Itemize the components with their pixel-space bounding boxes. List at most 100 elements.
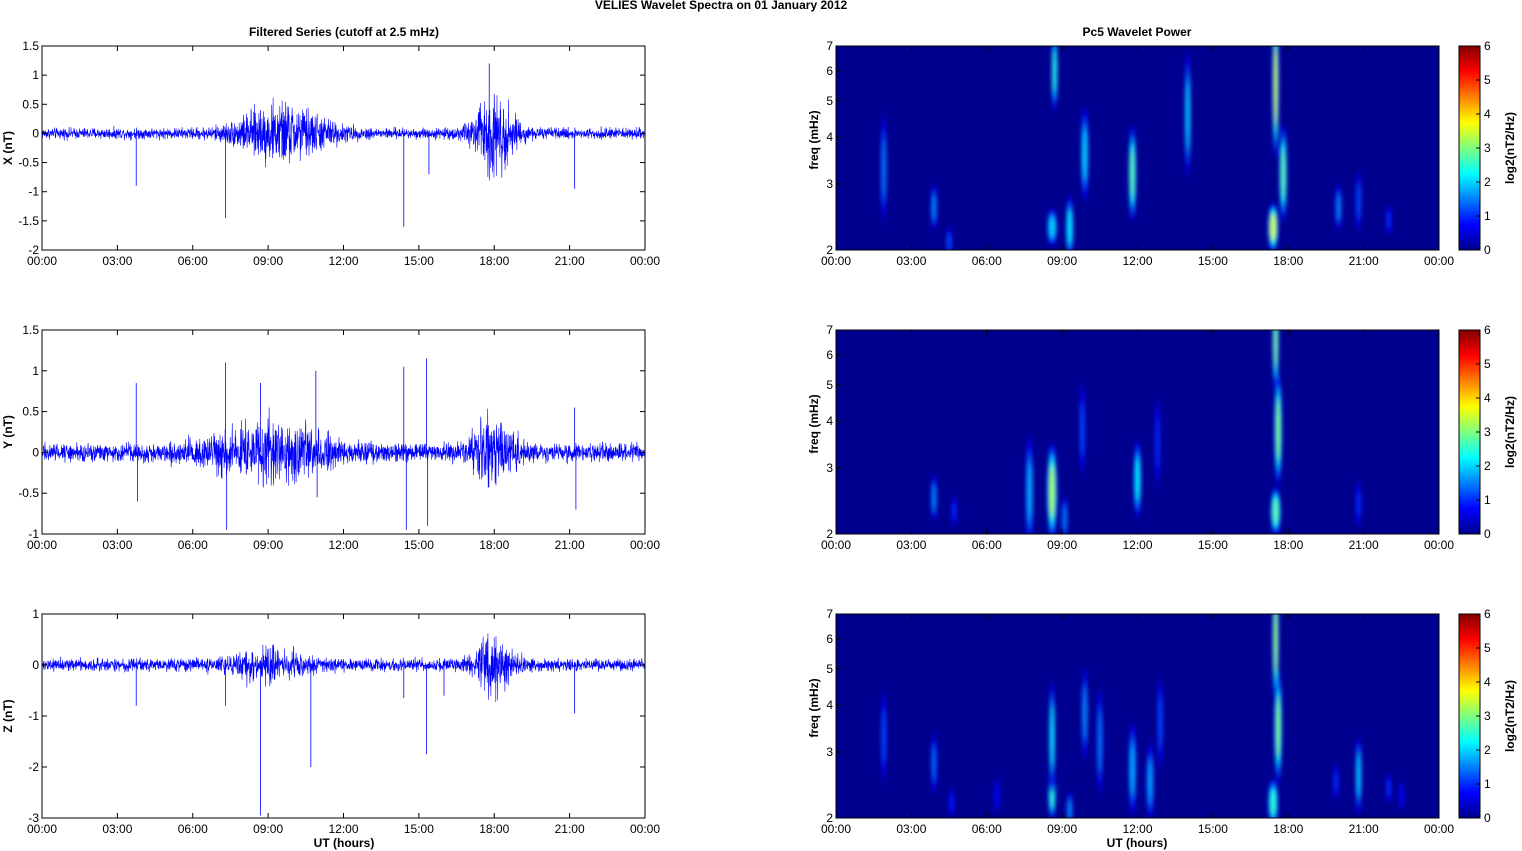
panels-layer: 1.5 1 0.5 0 -0.5 -1 -1.5 -2 X (nT) 00:00 03:00 06:0… <box>1 39 1517 836</box>
series-xtick-label: 15:00 <box>404 254 434 268</box>
colorbar-tick-label: 2 <box>1484 743 1491 757</box>
colorbar-tick-label: 1 <box>1484 777 1491 791</box>
ytick-label: -1.5 <box>18 214 39 228</box>
power-blob <box>1082 128 1087 180</box>
colorbar-label: log2(nT2/Hz) <box>1503 396 1517 468</box>
spectrogram-xtick-label: 18:00 <box>1273 538 1303 552</box>
spectrogram-xtick-label: 21:00 <box>1349 538 1379 552</box>
power-blob <box>1080 404 1084 455</box>
right-column-title: Pc5 Wavelet Power <box>1083 25 1192 39</box>
series-xtick-label: 03:00 <box>102 822 132 836</box>
series-xtick-label: 18:00 <box>479 254 509 268</box>
ytick-label: 1 <box>32 364 39 378</box>
power-blob <box>950 794 954 811</box>
ylabel: freq (mHz) <box>807 110 821 169</box>
ylabel: Z (nT) <box>1 699 15 732</box>
ytick-label: 4 <box>826 130 833 144</box>
ytick-label: 2 <box>826 811 833 825</box>
colorbar-tick-label: 4 <box>1484 391 1491 405</box>
plot-area <box>42 614 645 818</box>
power-blob <box>1156 417 1160 469</box>
spectrogram-xtick-label: 15:00 <box>1198 822 1228 836</box>
power-blob <box>1067 210 1072 245</box>
colorbar-tick-label: 0 <box>1484 811 1491 825</box>
ytick-label: 5 <box>826 662 833 676</box>
colorbar-tick-label: 5 <box>1484 641 1491 655</box>
power-blob <box>932 484 936 511</box>
colorbar-label: log2(nT2/Hz) <box>1503 680 1517 752</box>
colorbar-tick-label: 3 <box>1484 709 1491 723</box>
series-xtick-label: 00:00 <box>27 254 57 268</box>
xlabel-right: UT (hours) <box>1107 836 1168 850</box>
power-blob <box>1336 194 1341 220</box>
spectrogram-xtick-label: 00:00 <box>821 254 851 268</box>
spectrogram-xtick-label: 12:00 <box>1122 822 1152 836</box>
ytick-label: 0.5 <box>22 97 39 111</box>
series-xtick-label: 06:00 <box>178 538 208 552</box>
ytick-label: 0 <box>32 126 39 140</box>
power-blob <box>1274 330 1278 368</box>
colorbar-tick-label: 6 <box>1484 607 1491 621</box>
power-blob <box>1270 789 1276 816</box>
power-blob <box>1135 458 1140 501</box>
ytick-label: 7 <box>826 39 833 53</box>
series-xtick-label: 09:00 <box>253 538 283 552</box>
ytick-label: 1 <box>32 607 39 621</box>
colorbar-tick-label: 4 <box>1484 107 1491 121</box>
colorbar-tick-label: 3 <box>1484 425 1491 439</box>
power-features <box>930 330 1362 534</box>
power-blob <box>1274 614 1278 673</box>
power-blob <box>1050 706 1054 767</box>
power-blob <box>932 746 936 781</box>
series-xtick-label: 18:00 <box>479 538 509 552</box>
xlabel-left: UT (hours) <box>314 836 375 850</box>
series-panel-y: 1.5 1 0.5 0 -0.5 -1 Y (nT) 00:00 03:00 06:00 09:00… <box>1 323 660 552</box>
series-xtick-label: 00:00 <box>630 822 660 836</box>
colorbar: 0 1 2 3 4 5 6 log2(nT2/Hz) <box>1458 607 1517 825</box>
power-blob <box>1186 80 1190 149</box>
colorbar-label: log2(nT2/Hz) <box>1503 112 1517 184</box>
power-blob <box>1387 779 1391 797</box>
spectrogram-xtick-label: 03:00 <box>896 822 926 836</box>
spectrogram-panel-x: 2 3 4 5 6 7 freq (mHz) 00:00 03:00 06:00 09:00 12:0… <box>807 39 1517 268</box>
series-xtick-label: 00:00 <box>630 254 660 268</box>
ytick-label: 2 <box>826 243 833 257</box>
ytick-label: -0.5 <box>18 486 39 500</box>
plot-area <box>42 330 645 534</box>
power-features <box>880 614 1405 818</box>
series-xtick-label: 03:00 <box>102 538 132 552</box>
series-xtick-label: 09:00 <box>253 822 283 836</box>
spectrogram-xtick-label: 00:00 <box>1424 254 1454 268</box>
signal-trace <box>41 93 646 181</box>
spectrogram-xtick-label: 12:00 <box>1122 538 1152 552</box>
ytick-label: 3 <box>826 177 833 191</box>
ylabel: X (nT) <box>1 131 15 165</box>
power-blob <box>1276 697 1281 757</box>
series-panel-x: 1.5 1 0.5 0 -0.5 -1 -1.5 -2 X (nT) 00:00 03:00 06:0… <box>1 39 660 268</box>
series-xtick-label: 18:00 <box>479 822 509 836</box>
ytick-label: 6 <box>826 64 833 78</box>
power-blob <box>1130 743 1135 795</box>
ytick-label: -1 <box>28 709 39 723</box>
ytick-label: -1 <box>28 185 39 199</box>
power-blob <box>882 711 886 762</box>
power-blob <box>1273 498 1279 524</box>
ytick-label: 0.5 <box>22 405 39 419</box>
spectrogram-xtick-label: 03:00 <box>896 538 926 552</box>
colorbar-tick-label: 5 <box>1484 73 1491 87</box>
signal-trace <box>41 633 646 703</box>
plot-area <box>836 46 1439 250</box>
left-column-title: Filtered Series (cutoff at 2.5 mHz) <box>249 25 439 39</box>
series-xtick-label: 12:00 <box>328 822 358 836</box>
ytick-label: 3 <box>826 461 833 475</box>
ytick-label: -2 <box>28 243 39 257</box>
colorbar-tick-label: 4 <box>1484 675 1491 689</box>
ytick-label: 4 <box>826 698 833 712</box>
colorbar-tick-label: 0 <box>1484 243 1491 257</box>
spectrogram-xtick-label: 06:00 <box>972 822 1002 836</box>
series-xtick-label: 21:00 <box>555 822 585 836</box>
spectrogram-xtick-label: 21:00 <box>1349 822 1379 836</box>
series-xtick-label: 15:00 <box>404 822 434 836</box>
power-blob <box>932 194 936 220</box>
